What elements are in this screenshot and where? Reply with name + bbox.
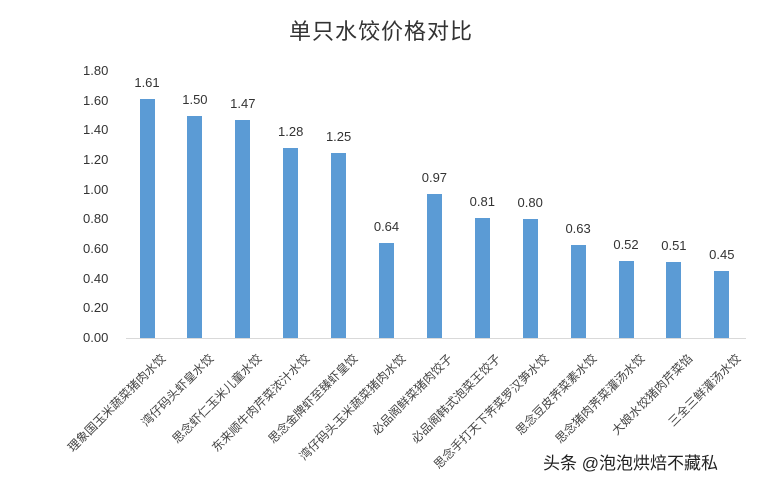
data-label: 0.52 [613, 236, 639, 252]
y-tick-label: 0.00 [83, 330, 109, 345]
y-tick-label: 0.80 [83, 211, 109, 227]
bar [331, 152, 347, 338]
y-tick-label: 1.60 [83, 92, 109, 108]
data-label: 1.25 [325, 128, 352, 144]
data-label: 1.61 [134, 75, 160, 91]
x-tick-label: 思念猪肉荠菜灌汤水饺 [552, 351, 648, 447]
y-tick-label: 1.80 [83, 63, 109, 78]
bar [139, 99, 155, 338]
data-label: 0.81 [469, 193, 495, 209]
data-label: 0.63 [565, 220, 591, 236]
bar [283, 148, 299, 338]
bar [666, 262, 682, 338]
data-label: 0.97 [421, 170, 448, 186]
data-label: 0.45 [709, 247, 735, 263]
data-label: 1.28 [278, 124, 304, 140]
x-tick-label: 思念金牌虾至臻虾皇饺 [265, 351, 360, 447]
watermark: 头条 @泡泡烘焙不藏私 [543, 454, 718, 473]
x-axis-baseline [126, 338, 746, 339]
bar [522, 219, 538, 338]
chart-title: 单只水饺价格对比 [288, 20, 473, 45]
x-tick-label: 必品阁鲜菜猪肉饺子 [369, 351, 456, 438]
y-tick-label: 1.20 [83, 152, 109, 167]
bar [187, 115, 203, 338]
y-tick-label: 1.00 [83, 181, 109, 197]
data-label: 0.64 [373, 219, 400, 235]
y-tick-label: 0.20 [83, 300, 109, 316]
bar [379, 243, 394, 338]
bar [570, 244, 586, 338]
data-label: 1.50 [182, 91, 208, 107]
y-tick-label: 1.40 [83, 122, 109, 138]
bar [714, 271, 730, 338]
x-tick-label: 思念虾仁玉米儿童水饺 [169, 351, 265, 447]
data-label: 1.47 [230, 95, 256, 111]
data-label: 0.80 [517, 195, 543, 211]
data-label: 0.51 [661, 238, 687, 254]
bar [235, 119, 251, 338]
y-tick-label: 0.60 [83, 241, 109, 256]
bar [618, 260, 634, 338]
bar [474, 217, 490, 338]
bar [426, 194, 442, 338]
y-tick-label: 0.40 [83, 270, 109, 286]
